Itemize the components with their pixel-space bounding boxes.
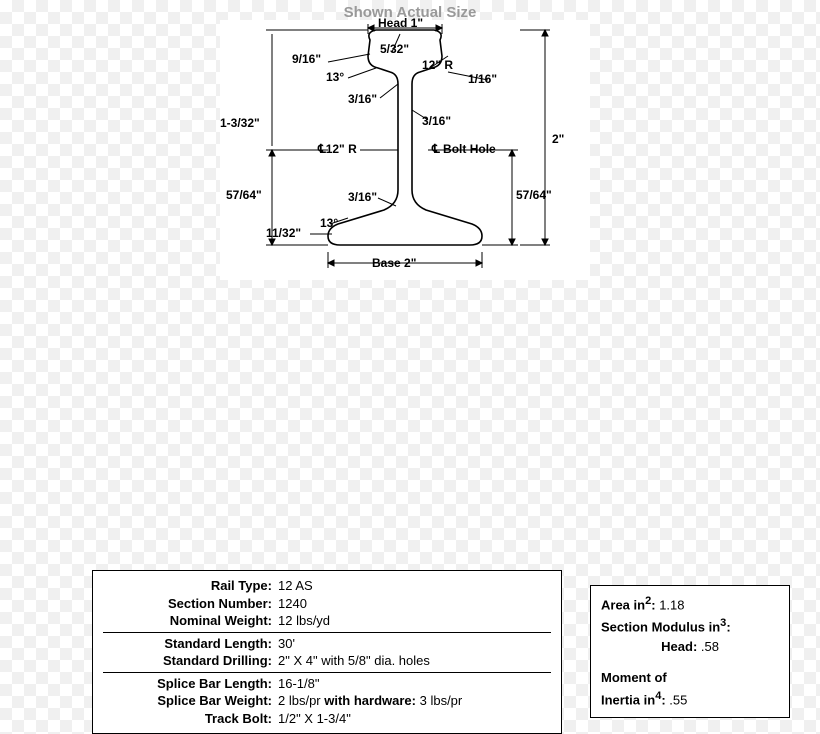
row-head: Head: .58: [601, 638, 779, 656]
row-section-modulus: Section Modulus in3:: [601, 616, 779, 636]
label-area: Area in: [601, 597, 645, 612]
value-head: .58: [701, 639, 719, 654]
label-standard-length: Standard Length:: [103, 635, 278, 653]
label-rail-type: Rail Type:: [103, 577, 278, 595]
row-splice-weight: Splice Bar Weight: 2 lbs/pr with hardwar…: [103, 692, 551, 710]
dim-1-16: 1/16": [468, 72, 497, 86]
label-standard-drilling: Standard Drilling:: [103, 652, 278, 670]
rail-diagram: Head 1" Base 2" 5/32" 12" R 9/16" 13° 1/…: [220, 20, 590, 280]
dim-57b: 57/64": [516, 188, 552, 202]
value-splice-length: 16-1/8": [278, 675, 551, 693]
dim-3-16c: 3/16": [348, 190, 377, 204]
dim-12r: 12" R: [422, 58, 453, 72]
label-head: Head:: [661, 639, 697, 654]
divider: [103, 672, 551, 673]
row-area: Area in2: 1.18: [601, 594, 779, 614]
dim-11-32: 11/32": [266, 226, 301, 240]
value-area: 1.18: [659, 597, 684, 612]
label-moment1: Moment of: [601, 670, 667, 685]
dim-13b: 13°: [320, 216, 338, 230]
dim-5-32: 5/32": [380, 42, 409, 56]
value-section-number: 1240: [278, 595, 551, 613]
value-standard-drilling: 2" X 4" with 5/8" dia. holes: [278, 652, 551, 670]
dim-9-16: 9/16": [292, 52, 321, 66]
value-rail-type: 12 AS: [278, 577, 551, 595]
value-nominal-weight: 12 lbs/yd: [278, 612, 551, 630]
value-splice-weight-pre: 2 lbs/pr: [278, 693, 324, 708]
divider: [103, 632, 551, 633]
label-splice-length: Splice Bar Length:: [103, 675, 278, 693]
properties-table: Area in2: 1.18 Section Modulus in3: Head…: [590, 585, 790, 718]
row-standard-length: Standard Length: 30': [103, 635, 551, 653]
row-rail-type: Rail Type: 12 AS: [103, 577, 551, 595]
label-splice-weight: Splice Bar Weight:: [103, 692, 278, 710]
row-track-bolt: Track Bolt: 1/2" X 1-3/4": [103, 710, 551, 728]
label-section-number: Section Number:: [103, 595, 278, 613]
row-moment1: Moment of: [601, 669, 779, 687]
row-nominal-weight: Nominal Weight: 12 lbs/yd: [103, 612, 551, 630]
dim-1-3-32: 1-3/32": [220, 116, 260, 130]
value-hardware: 3 lbs/pr: [416, 693, 462, 708]
dim-base: Base 2": [372, 256, 416, 270]
dim-3-16b: 3/16": [422, 114, 451, 128]
value-standard-length: 30': [278, 635, 551, 653]
label-section-modulus: Section Modulus in: [601, 619, 720, 634]
dim-13t: 13°: [326, 70, 344, 84]
label-moment2: Inertia in: [601, 692, 655, 707]
value-track-bolt: 1/2" X 1-3/4": [278, 710, 551, 728]
value-moment: .55: [669, 692, 687, 707]
row-splice-length: Splice Bar Length: 16-1/8": [103, 675, 551, 693]
row-section-number: Section Number: 1240: [103, 595, 551, 613]
dim-3-16a: 3/16": [348, 92, 377, 106]
label-nominal-weight: Nominal Weight:: [103, 612, 278, 630]
spec-table: Rail Type: 12 AS Section Number: 1240 No…: [92, 570, 562, 734]
row-moment2: Inertia in4: .55: [601, 689, 779, 709]
dim-clbolt: ℄ Bolt Hole: [432, 142, 496, 156]
label-track-bolt: Track Bolt:: [103, 710, 278, 728]
label-hardware: with hardware:: [324, 693, 416, 708]
dim-cl12r: ℄12" R: [318, 142, 357, 156]
row-standard-drilling: Standard Drilling: 2" X 4" with 5/8" dia…: [103, 652, 551, 670]
dim-head: Head 1": [378, 16, 423, 30]
value-splice-weight: 2 lbs/pr with hardware: 3 lbs/pr: [278, 692, 551, 710]
dim-2in: 2": [552, 132, 564, 146]
dim-57a: 57/64": [226, 188, 262, 202]
